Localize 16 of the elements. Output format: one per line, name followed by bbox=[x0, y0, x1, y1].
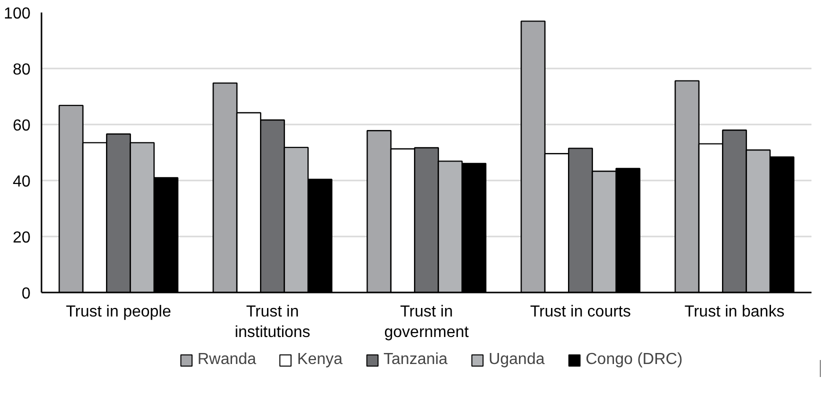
x-tick-label: Trust in courts bbox=[530, 304, 631, 320]
legend-label: Kenya bbox=[297, 351, 343, 369]
legend-label: Congo (DRC) bbox=[586, 351, 683, 369]
x-tick-label: Trust in banks bbox=[684, 304, 784, 320]
y-tick-label: 100 bbox=[4, 6, 31, 22]
y-tick-label: 80 bbox=[12, 62, 31, 78]
y-tick-label: 60 bbox=[12, 118, 31, 134]
y-tick-label: 0 bbox=[22, 286, 31, 302]
x-tick-label: Trust in people bbox=[66, 304, 172, 320]
legend-label: Tanzania bbox=[384, 351, 448, 369]
y-tick-label: 40 bbox=[12, 174, 31, 190]
legend-label: Uganda bbox=[488, 351, 545, 369]
y-tick-label: 20 bbox=[12, 230, 31, 246]
x-tick-label: Trust in government bbox=[384, 304, 470, 341]
x-tick-label: Trust in institutions bbox=[234, 304, 310, 341]
legend-label: Rwanda bbox=[197, 351, 256, 369]
